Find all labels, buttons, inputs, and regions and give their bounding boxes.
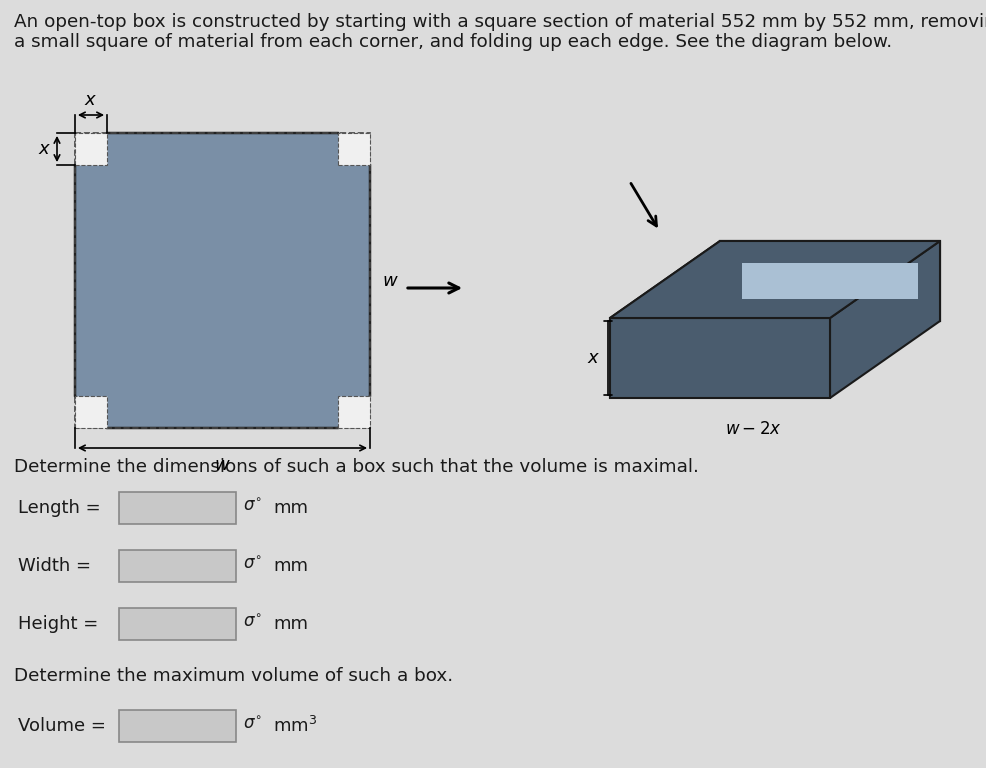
FancyBboxPatch shape <box>119 608 236 640</box>
Polygon shape <box>719 241 939 321</box>
Text: $\sigma^{\circ}$: $\sigma^{\circ}$ <box>243 555 261 573</box>
Polygon shape <box>609 318 829 398</box>
Text: mm$^3$: mm$^3$ <box>273 716 317 736</box>
FancyBboxPatch shape <box>119 550 236 582</box>
Polygon shape <box>609 241 939 318</box>
Text: Height =: Height = <box>18 615 99 633</box>
Text: a small square of material from each corner, and folding up each edge. See the d: a small square of material from each cor… <box>14 33 891 51</box>
Polygon shape <box>75 133 370 428</box>
Text: $w$: $w$ <box>214 456 231 474</box>
Text: Determine the maximum volume of such a box.: Determine the maximum volume of such a b… <box>14 667 453 685</box>
Polygon shape <box>829 241 939 398</box>
Text: $x$: $x$ <box>37 140 51 158</box>
Bar <box>337 133 370 165</box>
FancyBboxPatch shape <box>119 492 236 524</box>
Text: mm: mm <box>273 615 308 633</box>
Text: An open-top box is constructed by starting with a square section of material 552: An open-top box is constructed by starti… <box>14 13 986 31</box>
Text: $w-2x$: $w-2x$ <box>724 420 781 438</box>
Text: $x$: $x$ <box>84 91 98 109</box>
Polygon shape <box>741 263 917 299</box>
Text: $\sigma^{\circ}$: $\sigma^{\circ}$ <box>243 613 261 631</box>
Text: $\sigma^{\circ}$: $\sigma^{\circ}$ <box>243 715 261 733</box>
Text: Length =: Length = <box>18 499 101 517</box>
Text: $w$: $w$ <box>382 272 398 290</box>
Bar <box>75 133 106 165</box>
Text: Determine the dimensions of such a box such that the volume is maximal.: Determine the dimensions of such a box s… <box>14 458 698 476</box>
Polygon shape <box>719 241 939 321</box>
Polygon shape <box>609 241 719 398</box>
Text: Volume =: Volume = <box>18 717 106 735</box>
Text: mm: mm <box>273 557 308 575</box>
Text: mm: mm <box>273 499 308 517</box>
Bar <box>337 396 370 428</box>
FancyBboxPatch shape <box>119 710 236 742</box>
Text: $\sigma^{\circ}$: $\sigma^{\circ}$ <box>243 497 261 515</box>
Bar <box>75 396 106 428</box>
Text: $x$: $x$ <box>586 349 599 367</box>
Text: Width =: Width = <box>18 557 91 575</box>
